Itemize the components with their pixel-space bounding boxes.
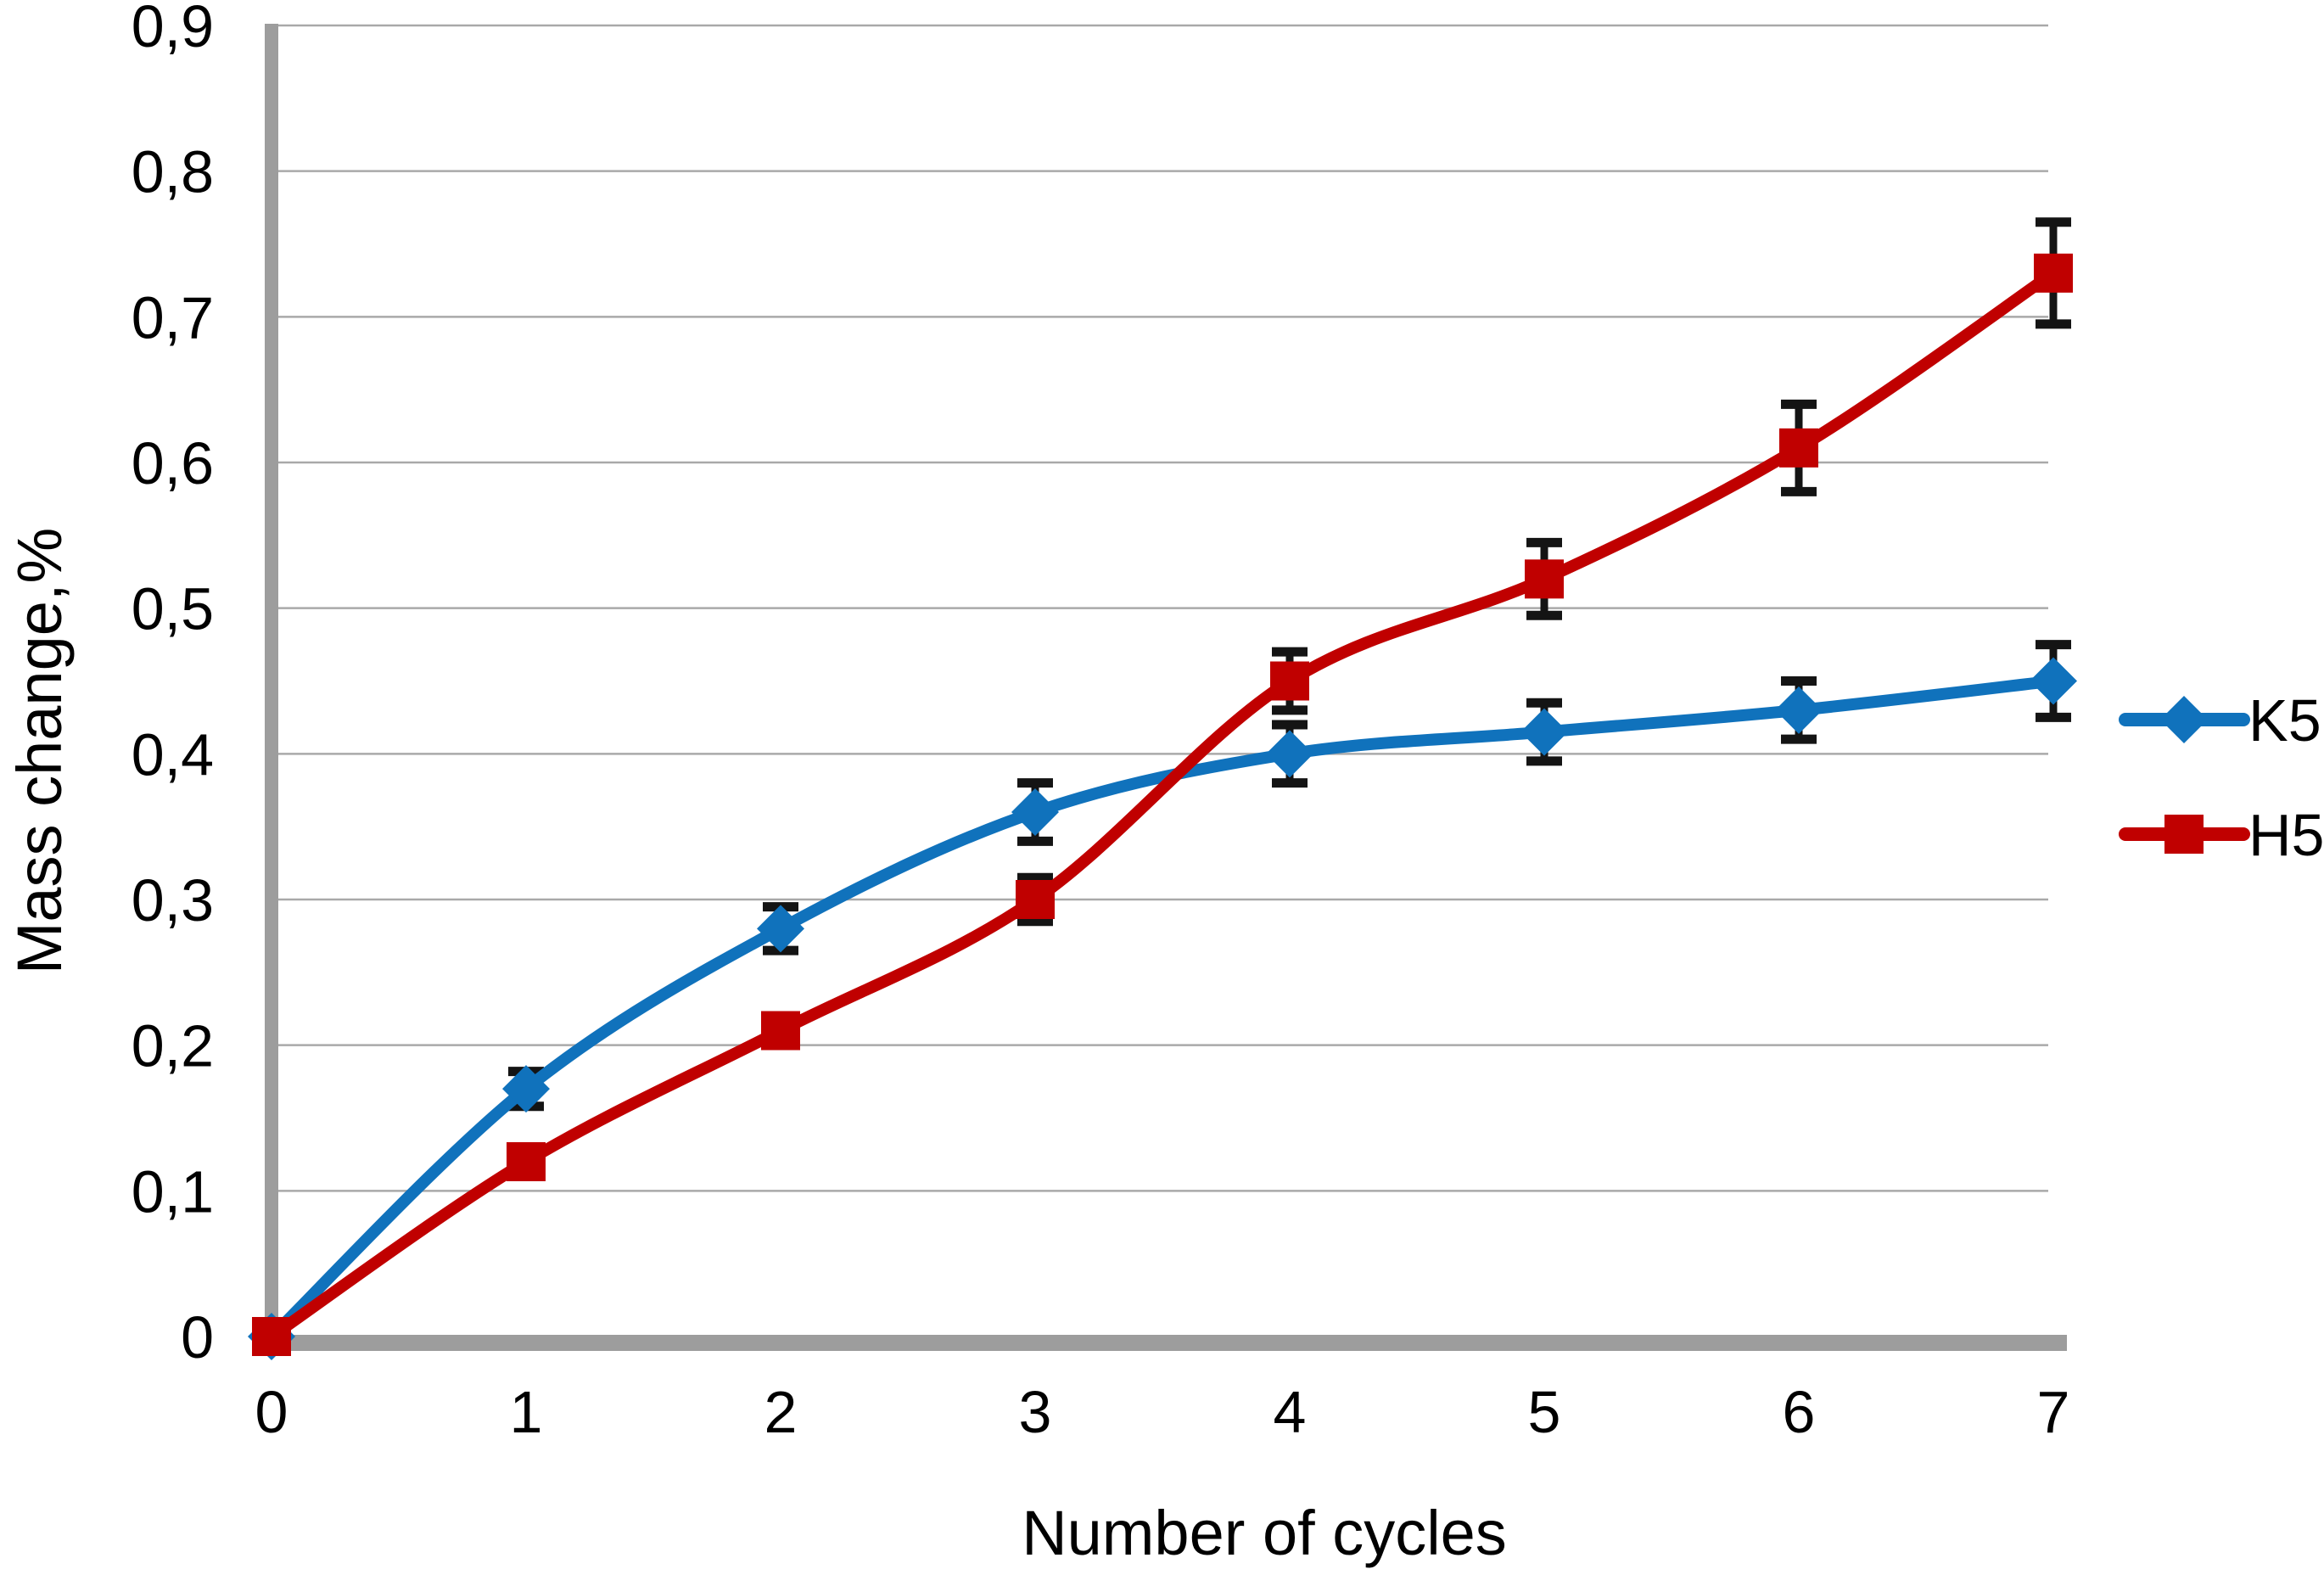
- series-h5: [252, 217, 2073, 1356]
- x-axis-line: [265, 1335, 2067, 1351]
- y-tick-label: 0,7: [132, 284, 214, 350]
- line-k5: [266, 675, 2059, 1342]
- marker-k5: [1520, 708, 1568, 756]
- x-tick-label: 7: [2037, 1379, 2070, 1445]
- marker-k5: [1011, 788, 1059, 836]
- y-tick-label: 0,4: [132, 721, 214, 787]
- marker-k5: [757, 905, 804, 953]
- line-h5: [266, 266, 2059, 1342]
- x-tick-label: 5: [1528, 1379, 1561, 1445]
- marker-h5: [1525, 559, 1564, 599]
- y-axis-line: [265, 24, 278, 1352]
- y-tick-label: 0,5: [132, 576, 214, 642]
- legend-label-h5: H5: [2248, 802, 2324, 868]
- legend-marker-k5: [2160, 696, 2208, 743]
- x-tick-label: 1: [510, 1379, 543, 1445]
- x-tick-label: 4: [1274, 1379, 1307, 1445]
- y-tick-label: 0,3: [132, 867, 214, 933]
- x-tick-label: 3: [1019, 1379, 1052, 1445]
- marker-h5: [1779, 428, 1818, 468]
- x-tick-label: 0: [255, 1379, 288, 1445]
- marker-h5: [1016, 880, 1055, 919]
- tick-labels: 0 0,1 0,2 0,3 0,4 0,5 0,6 0,7 0,8 0,9 0 1 2 3 4 5 6 7: [132, 0, 2070, 1445]
- axes: [265, 24, 2067, 1352]
- marker-k5: [2030, 657, 2077, 705]
- marker-h5: [507, 1142, 546, 1181]
- marker-h5: [761, 1011, 800, 1051]
- legend-label-k5: K5: [2248, 687, 2321, 754]
- x-tick-label: 2: [764, 1379, 798, 1445]
- marker-h5: [1270, 661, 1309, 701]
- y-tick-label: 0,1: [132, 1158, 214, 1225]
- x-axis-title: Number of cycles: [1022, 1498, 1507, 1568]
- y-tick-label: 0,6: [132, 430, 214, 496]
- legend-markers: [2119, 696, 2250, 854]
- marker-k5: [502, 1065, 550, 1113]
- y-axis-title: Mass change,%: [4, 528, 75, 975]
- marker-h5: [252, 1317, 291, 1356]
- y-tick-label: 0,8: [132, 139, 214, 205]
- marker-k5: [1775, 686, 1823, 734]
- gridlines: [265, 24, 2048, 1192]
- legend: K5 H5: [2119, 687, 2324, 868]
- y-tick-label: 0,9: [132, 0, 214, 59]
- y-tick-label: 0: [181, 1304, 214, 1370]
- data-series: [248, 217, 2077, 1360]
- x-tick-label: 6: [1783, 1379, 1816, 1445]
- marker-h5: [2034, 253, 2073, 293]
- y-tick-label: 0,2: [132, 1013, 214, 1079]
- legend-marker-h5: [2164, 815, 2204, 854]
- series-k5: [248, 640, 2077, 1360]
- marker-k5: [1266, 730, 1313, 778]
